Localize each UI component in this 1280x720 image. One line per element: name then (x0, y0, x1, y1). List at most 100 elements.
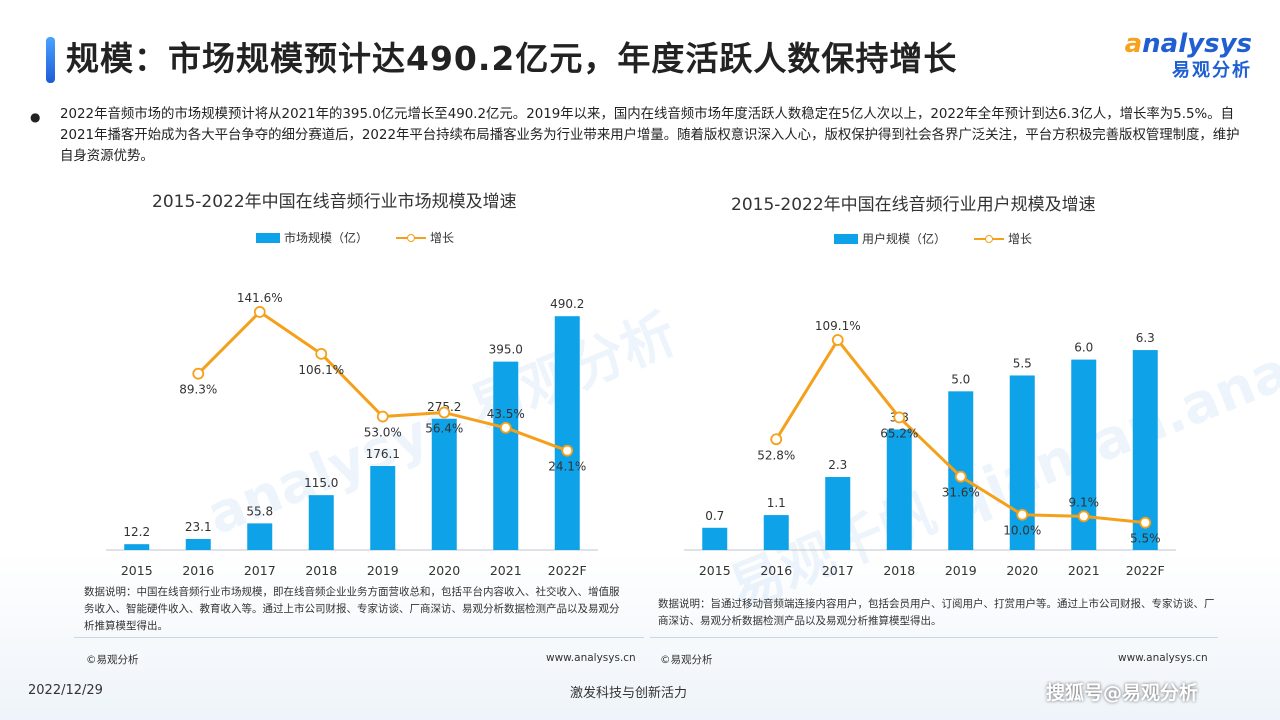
bar-value-label: 5.0 (951, 372, 970, 386)
growth-value-label: 106.1% (298, 363, 344, 377)
sohu-watermark: 搜狐号@易观分析 (1046, 682, 1199, 704)
x-tick-label: 2022F (1126, 563, 1165, 578)
x-tick-label: 2016 (760, 563, 792, 578)
bar-2020 (1009, 375, 1035, 550)
analysys-logo: analysys 易观分析 (1122, 30, 1252, 90)
logo-chinese: 易观分析 (1172, 60, 1252, 81)
growth-value-label: 43.5% (487, 407, 525, 421)
x-tick-label: 2019 (367, 563, 399, 578)
x-tick-label: 2018 (883, 563, 915, 578)
x-tick-label: 2016 (182, 563, 214, 578)
growth-value-label: 52.8% (757, 448, 795, 462)
growth-point-2018 (893, 411, 906, 424)
left-site: www.analysys.cn (546, 652, 636, 664)
growth-point-2019 (376, 410, 389, 423)
bar-2022F (1132, 350, 1158, 550)
growth-value-label: 56.4% (425, 422, 463, 436)
bar-2017 (825, 477, 851, 550)
bar-2015 (124, 544, 150, 550)
left-divider (74, 637, 644, 638)
intro-text: 2022年音频市场的市场规模预计将从2021年的395.0亿元增长至490.2亿… (60, 107, 1240, 164)
legend-line-label: 增长 (1008, 232, 1033, 246)
left-copyright: ©易观分析 (86, 654, 139, 666)
x-tick-label: 2021 (1068, 563, 1100, 578)
footer-slogan: 激发科技与创新活力 (570, 686, 688, 701)
legend-line-swatch (396, 233, 427, 243)
right-copyright: ©易观分析 (660, 654, 713, 666)
bar-value-label: 176.1 (366, 447, 400, 461)
bar-2016 (763, 515, 789, 550)
legend-bar-label: 用户规模（亿） (862, 232, 947, 246)
x-tick-label: 2020 (428, 563, 460, 578)
page-title: 规模：市场规模预计达490.2亿元，年度活跃人数保持增长 (66, 39, 958, 78)
right-chart-legend: 用户规模（亿） 增长 (834, 230, 1032, 247)
growth-value-label: 5.5% (1130, 532, 1161, 546)
growth-value-label: 31.6% (942, 486, 980, 500)
background-skyline (0, 550, 1280, 720)
bar-value-label: 115.0 (304, 476, 338, 490)
growth-point-2019 (954, 470, 967, 483)
growth-value-label: 89.3% (179, 383, 217, 397)
logo-english: analysys (1124, 29, 1252, 59)
growth-point-2016 (770, 433, 783, 446)
x-tick-label: 2020 (1006, 563, 1038, 578)
bar-value-label: 395.0 (489, 343, 523, 357)
bar-2016 (185, 538, 211, 550)
growth-point-2017 (831, 334, 844, 346)
bar-value-label: 12.2 (123, 525, 150, 539)
legend-bar-swatch (256, 232, 280, 243)
growth-value-label: 53.0% (364, 426, 402, 440)
growth-point-2020 (438, 406, 451, 419)
growth-value-label: 141.6% (237, 291, 283, 305)
intro-paragraph: ● 2022年音频市场的市场规模预计将从2021年的395.0亿元增长至490.… (30, 104, 1250, 167)
growth-value-label: 10.0% (1003, 524, 1041, 538)
left-data-note: 数据说明：中国在线音频行业市场规模，即在线音频企业业务方面营收总和，包括平台内容… (84, 586, 620, 632)
left-chart-title: 2015-2022年中国在线音频行业市场规模及增速 (152, 192, 517, 212)
bar-2019 (370, 466, 396, 550)
growth-value-label: 24.1% (548, 460, 586, 474)
bar-2022F (554, 316, 580, 550)
growth-value-label: 109.1% (815, 319, 861, 333)
bar-value-label: 55.8 (246, 504, 273, 518)
x-tick-label: 2015 (699, 563, 731, 578)
growth-point-2018 (315, 347, 328, 360)
bar-2020 (431, 418, 457, 550)
x-tick-label: 2021 (490, 563, 522, 578)
bar-2019 (948, 391, 974, 550)
right-data-note: 数据说明：旨通过移动音频端连接内容用户，包括会员用户、订阅用户、打赏用户等。通过… (658, 598, 1215, 627)
x-tick-label: 2018 (305, 563, 337, 578)
x-tick-label: 2015 (121, 563, 153, 578)
report-date: 2022/12/29 (28, 683, 103, 698)
x-tick-label: 2017 (244, 563, 276, 578)
x-tick-label: 2019 (945, 563, 977, 578)
bar-2017 (247, 523, 273, 550)
legend-line-swatch (974, 234, 1005, 244)
title-accent-bar (46, 37, 55, 83)
left-chart-plot: 12.2 2015 23.1 2016 55.8 2017 115.0 2018 176.1 20… (106, 291, 598, 578)
growth-value-label: 9.1% (1069, 495, 1100, 509)
bar-value-label: 23.1 (185, 520, 212, 534)
x-tick-label: 2022F (548, 563, 587, 578)
growth-point-2021 (499, 421, 512, 434)
growth-point-2017 (253, 306, 266, 318)
growth-point-2021 (1077, 510, 1090, 523)
growth-point-2022F (561, 444, 574, 457)
right-chart-title: 2015-2022年中国在线音频行业用户规模及增速 (731, 195, 1096, 215)
bar-value-label: 6.3 (1136, 331, 1155, 345)
right-chart-plot: 0.720151.120162.320173.820185.020195.520… (684, 319, 1176, 578)
right-site: www.analysys.cn (1118, 652, 1208, 664)
bar-value-label: 1.1 (767, 496, 786, 510)
growth-point-2020 (1016, 508, 1029, 521)
bar-value-label: 5.5 (1013, 356, 1032, 370)
left-chart-legend: 市场规模（亿） 增长 (256, 229, 454, 246)
bar-2018 (886, 429, 912, 550)
right-divider (650, 637, 1218, 638)
growth-point-2016 (192, 367, 205, 380)
legend-bar-swatch (834, 233, 858, 244)
bar-2015 (702, 527, 728, 550)
bar-value-label: 0.7 (705, 509, 724, 523)
bar-value-label: 6.0 (1074, 341, 1093, 355)
bullet-icon: ● (30, 110, 41, 124)
bar-2018 (308, 495, 334, 550)
bar-value-label: 2.3 (828, 458, 847, 472)
